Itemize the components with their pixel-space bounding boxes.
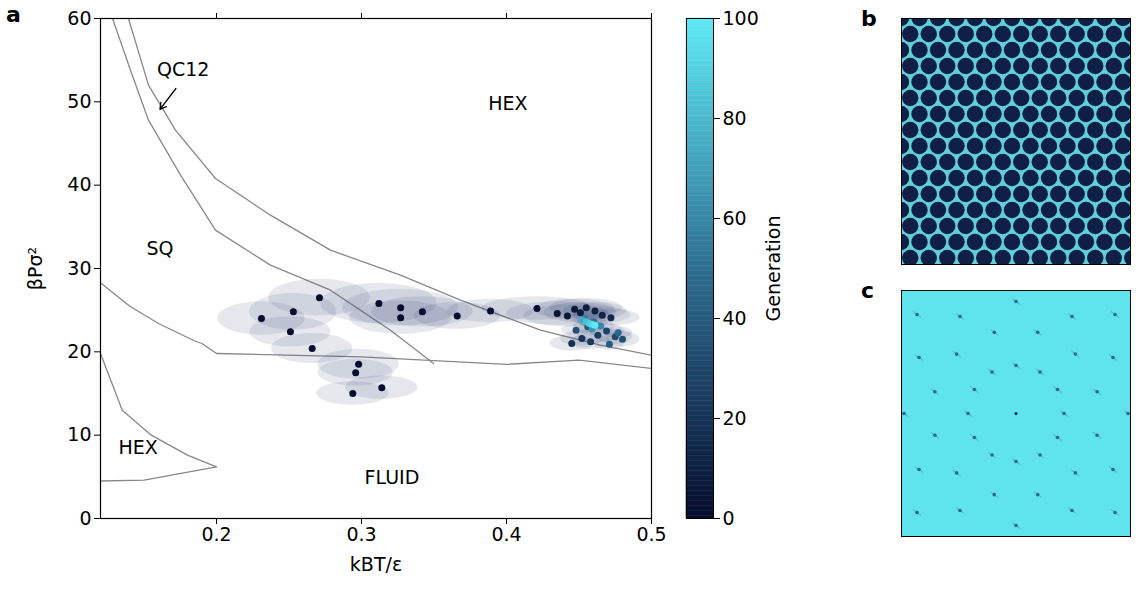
svg-text:βPσ²: βPσ²	[24, 247, 46, 290]
svg-text:kBT/ε: kBT/ε	[350, 553, 402, 575]
svg-text:80: 80	[723, 107, 747, 129]
html-text:a: a	[6, 2, 21, 27]
svg-text:0: 0	[79, 507, 91, 529]
html-text:c: c	[861, 278, 874, 303]
svg-text:SQ: SQ	[146, 237, 173, 259]
svg-text:10: 10	[67, 423, 91, 445]
svg-text:Generation: Generation	[762, 216, 784, 322]
svg-text:30: 30	[67, 257, 91, 279]
svg-text:20: 20	[723, 407, 747, 429]
svg-text:40: 40	[67, 173, 91, 195]
svg-text:HEX: HEX	[119, 436, 158, 458]
svg-text:60: 60	[723, 207, 747, 229]
svg-text:50: 50	[67, 90, 91, 112]
svg-text:60: 60	[67, 7, 91, 29]
svg-text:QC12: QC12	[157, 58, 209, 80]
svg-text:0.2: 0.2	[201, 523, 231, 545]
html-text:b: b	[861, 6, 877, 31]
svg-text:0.4: 0.4	[491, 523, 521, 545]
svg-text:0.5: 0.5	[636, 523, 666, 545]
svg-text:FLUID: FLUID	[365, 466, 420, 488]
svg-text:0.3: 0.3	[346, 523, 376, 545]
svg-text:0: 0	[723, 507, 735, 529]
svg-text:40: 40	[723, 307, 747, 329]
svg-text:100: 100	[723, 7, 759, 29]
svg-text:HEX: HEX	[488, 92, 527, 114]
svg-text:20: 20	[67, 340, 91, 362]
